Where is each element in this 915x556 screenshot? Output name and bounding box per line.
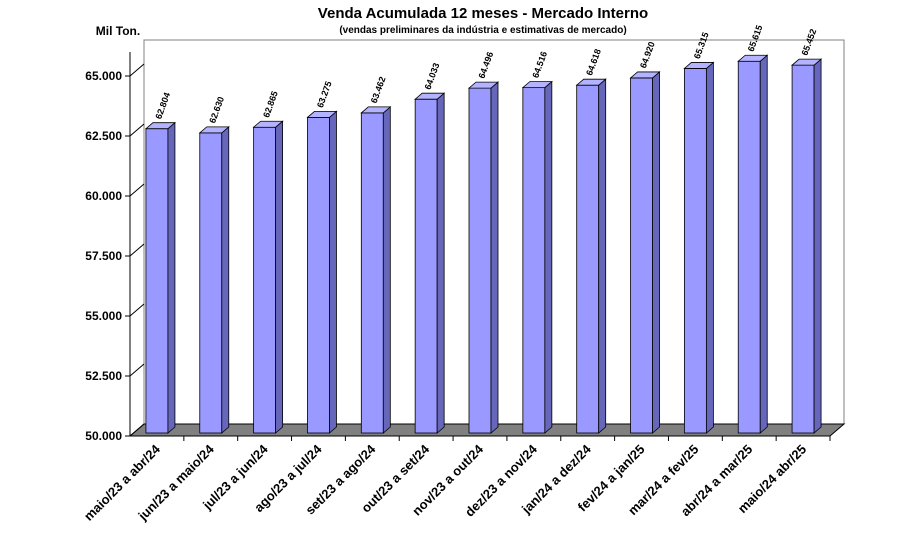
bar-side — [436, 92, 445, 434]
value-label: 65.615 — [746, 24, 765, 53]
bar — [360, 112, 384, 434]
y-tick-label: 50.000 — [85, 429, 122, 443]
y-tick-depth — [129, 63, 145, 77]
bar-top — [575, 78, 607, 86]
value-label: 64.496 — [476, 50, 495, 79]
bar-top — [252, 120, 284, 128]
bar-side — [167, 121, 176, 434]
bar — [737, 60, 761, 434]
value-label: 63.275 — [315, 80, 334, 109]
chart-title: Venda Acumulada 12 meses - Mercado Inter… — [318, 5, 648, 22]
bar-side — [705, 61, 714, 434]
bar — [414, 98, 438, 434]
value-label: 62.865 — [261, 90, 280, 119]
bar-side — [598, 78, 607, 434]
bar-top — [198, 126, 230, 134]
bar-top — [629, 71, 661, 79]
bar — [683, 68, 707, 434]
y-tick-depth — [129, 123, 145, 137]
bar-top — [144, 122, 177, 130]
bar — [576, 84, 600, 434]
bar-side — [490, 81, 499, 434]
y-tick-depth — [129, 423, 145, 437]
y-tick-label: 62.500 — [85, 129, 122, 143]
value-label: 65.452 — [800, 28, 819, 57]
bar — [253, 126, 277, 434]
y-tick-label: 52.500 — [85, 369, 122, 383]
y-tick-label: 65.000 — [85, 69, 122, 83]
bar — [791, 64, 815, 434]
bar-top — [790, 58, 823, 66]
bar-top — [683, 62, 715, 69]
bar — [630, 77, 653, 434]
bar — [307, 117, 330, 434]
y-tick-label: 60.000 — [85, 189, 122, 203]
bar-top — [737, 54, 769, 62]
y-tick-depth — [129, 243, 145, 257]
y-tick-depth — [129, 183, 145, 197]
value-label: 64.618 — [584, 48, 603, 77]
bar-side — [813, 58, 822, 434]
bar — [522, 87, 546, 434]
bar-side — [382, 106, 391, 434]
value-label: 63.462 — [369, 75, 388, 104]
bar-side — [221, 126, 230, 434]
bar-top — [306, 111, 338, 118]
bar — [468, 87, 492, 434]
value-label: 64.516 — [530, 50, 549, 79]
bar-top — [360, 106, 392, 114]
y-tick-label: 57.500 — [85, 249, 122, 263]
y-tick-depth — [129, 363, 145, 377]
bar-side — [759, 54, 768, 434]
y-axis-label: Mil Ton. — [96, 24, 140, 38]
bar-side — [275, 120, 284, 434]
value-label: 62.630 — [207, 95, 226, 124]
value-label: 64.033 — [423, 62, 442, 91]
value-label: 62.804 — [153, 91, 172, 120]
bar-top — [521, 81, 553, 89]
y-tick-depth — [129, 303, 145, 317]
value-label: 65.315 — [692, 31, 711, 60]
bar-top — [467, 81, 500, 89]
value-label: 64.920 — [638, 40, 657, 69]
chart-subtitle: (vendas preliminares da indústria e esti… — [339, 25, 626, 36]
bar-side — [329, 110, 337, 434]
bar-top — [414, 92, 446, 100]
bar — [145, 128, 169, 434]
y-tick-label: 55.000 — [85, 309, 122, 323]
bar-side — [652, 71, 660, 434]
bar — [199, 132, 223, 434]
bar-side — [544, 80, 553, 434]
